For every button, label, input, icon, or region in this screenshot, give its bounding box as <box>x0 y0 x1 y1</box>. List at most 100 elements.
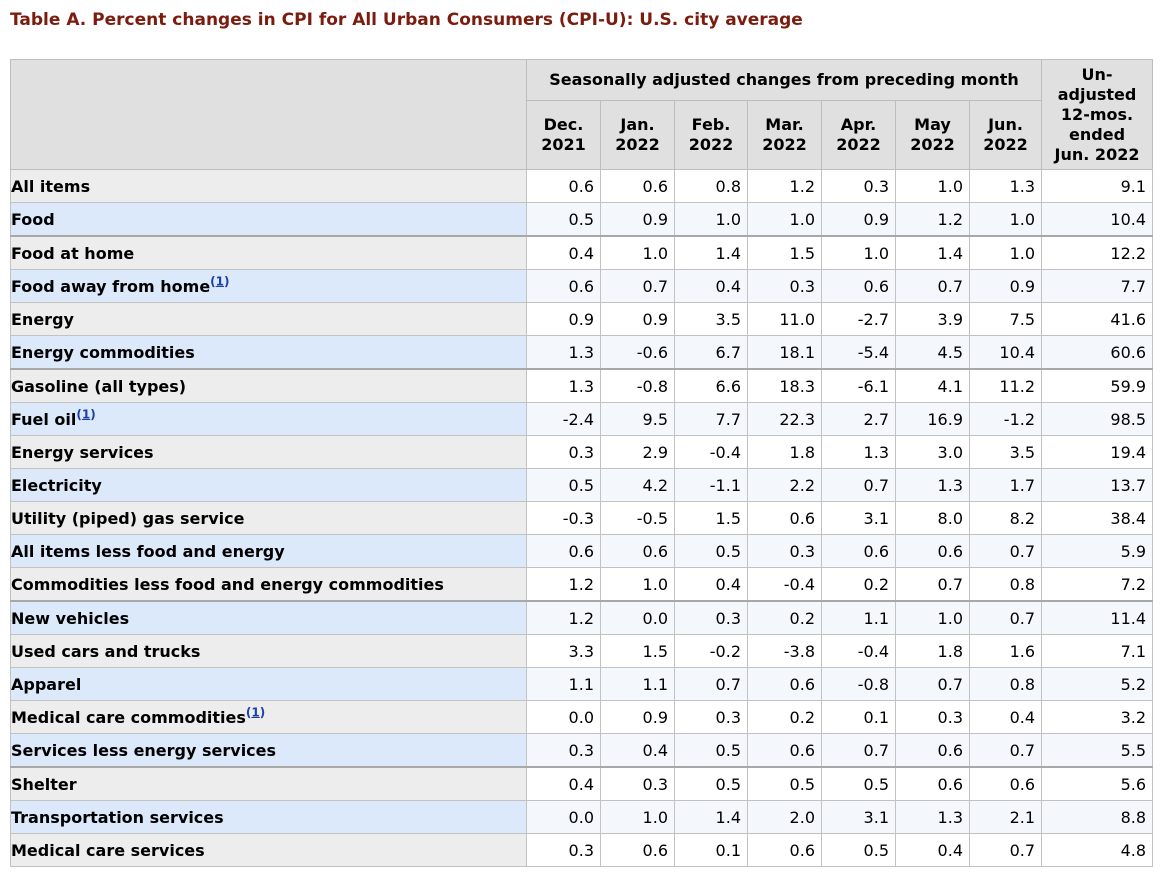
cell-value: 0.6 <box>747 667 822 701</box>
table-row: Gasoline (all types) 1.3 -0.8 6.6 18.3 -6.1 4.… <box>10 368 1154 403</box>
cell-value: 0.5 <box>674 534 748 568</box>
cell-value: 1.5 <box>600 634 675 668</box>
footnote-link[interactable]: (1) <box>76 407 96 422</box>
cell-value: -2.4 <box>526 402 601 436</box>
header-unadjusted: Un- adjusted 12-mos. ended Jun. 2022 <box>1041 59 1154 170</box>
table-title: Table A. Percent changes in CPI for All … <box>10 10 803 30</box>
cell-value: 0.7 <box>968 833 1043 867</box>
footnote-number[interactable]: 1 <box>251 705 260 720</box>
cell-value: 1.0 <box>600 800 675 834</box>
cell-unadjusted-value: 5.6 <box>1041 766 1154 801</box>
row-label: Utility (piped) gas service <box>10 501 527 535</box>
row-label: Energy commodities <box>10 335 527 370</box>
footnote-link[interactable]: (1) <box>210 274 230 289</box>
cell-value: 0.6 <box>747 833 822 867</box>
cell-value: -5.4 <box>821 335 896 370</box>
header-month: Apr. 2022 <box>821 100 896 170</box>
cell-value: 1.2 <box>526 600 601 635</box>
cell-value: 0.1 <box>821 700 896 734</box>
table-row: Used cars and trucks 3.3 1.5 -0.2 -3.8 -0.4 1.… <box>10 634 1154 668</box>
cell-value: 0.7 <box>895 667 970 701</box>
cell-unadjusted-value: 19.4 <box>1041 435 1154 469</box>
header-unadjusted-line: Jun. 2022 <box>1054 144 1140 164</box>
footnote-number[interactable]: 1 <box>215 274 225 289</box>
cell-unadjusted-value: 9.1 <box>1041 169 1154 203</box>
row-label-text: Food away from home <box>11 276 211 296</box>
cell-value: 1.5 <box>747 235 822 270</box>
table-row: Apparel 1.1 1.1 0.7 0.6 -0.8 0.7 0.8 5.2 <box>10 667 1154 701</box>
row-label: Commodities less food and energy commodi… <box>10 567 527 602</box>
cell-value: 0.8 <box>968 667 1043 701</box>
cell-value: 1.3 <box>968 169 1043 203</box>
cell-value: 1.0 <box>600 235 675 270</box>
cell-value: 1.0 <box>895 600 970 635</box>
cell-unadjusted-value: 98.5 <box>1041 402 1154 436</box>
cell-value: 3.1 <box>821 800 896 834</box>
cell-value: -0.4 <box>747 567 822 602</box>
cell-value: 0.6 <box>821 534 896 568</box>
cell-value: 0.6 <box>600 534 675 568</box>
row-label: Transportation services <box>10 800 527 834</box>
cell-value: 0.5 <box>526 202 601 237</box>
cell-unadjusted-value: 11.4 <box>1041 600 1154 635</box>
cell-value: 0.3 <box>747 269 822 303</box>
table-row: New vehicles 1.2 0.0 0.3 0.2 1.1 1.0 0.7 11.4 <box>10 600 1154 635</box>
cell-value: 0.7 <box>821 733 896 768</box>
row-label: All items less food and energy <box>10 534 527 568</box>
row-label: Energy services <box>10 435 527 469</box>
cell-value: 4.5 <box>895 335 970 370</box>
cell-value: 0.3 <box>526 833 601 867</box>
cell-unadjusted-value: 5.9 <box>1041 534 1154 568</box>
cell-value: 1.0 <box>600 567 675 602</box>
cell-value: 1.3 <box>526 368 601 403</box>
cell-value: 0.6 <box>968 766 1043 801</box>
cell-value: 0.5 <box>747 766 822 801</box>
cell-value: 1.3 <box>821 435 896 469</box>
cell-value: 0.5 <box>526 468 601 502</box>
cell-value: 0.2 <box>747 700 822 734</box>
cell-value: 0.3 <box>600 766 675 801</box>
header-month-year: 2022 <box>615 135 660 154</box>
cell-value: 0.0 <box>526 800 601 834</box>
cell-value: 0.1 <box>674 833 748 867</box>
cell-value: -0.8 <box>821 667 896 701</box>
cell-value: 3.3 <box>526 634 601 668</box>
cell-value: 10.4 <box>968 335 1043 370</box>
cell-value: 0.9 <box>600 302 675 336</box>
cell-value: -3.8 <box>747 634 822 668</box>
table-row: Fuel oil(1) -2.4 9.5 7.7 22.3 2.7 16.9 -1.2 98.5 <box>10 402 1154 436</box>
header-unadjusted-line: ended <box>1069 124 1126 144</box>
header-month-name: Jan. <box>620 115 655 134</box>
cell-value: 1.0 <box>895 169 970 203</box>
table-row: Energy services 0.3 2.9 -0.4 1.8 1.3 3.0 3.5 19.… <box>10 435 1154 469</box>
cell-value: 1.1 <box>600 667 675 701</box>
cell-value: -1.2 <box>968 402 1043 436</box>
cell-value: 0.7 <box>968 600 1043 635</box>
cell-value: -0.2 <box>674 634 748 668</box>
cell-unadjusted-value: 5.5 <box>1041 733 1154 768</box>
table-row: Utility (piped) gas service -0.3 -0.5 1.5 0.… <box>10 501 1154 535</box>
row-label-text: Commodities less food and energy commodi… <box>11 574 444 594</box>
cell-value: 6.6 <box>674 368 748 403</box>
cell-value: 0.6 <box>526 269 601 303</box>
row-label: All items <box>10 169 527 203</box>
cell-unadjusted-value: 7.7 <box>1041 269 1154 303</box>
cell-value: 2.1 <box>968 800 1043 834</box>
cell-value: 8.2 <box>968 501 1043 535</box>
footnote-link[interactable]: (1) <box>245 705 266 720</box>
header-month-name: Jun. <box>988 115 1023 134</box>
cell-value: 3.5 <box>674 302 748 336</box>
table-row: Food at home 0.4 1.0 1.4 1.5 1.0 1.4 1.0 12.2 <box>10 235 1154 270</box>
cell-unadjusted-value: 4.8 <box>1041 833 1154 867</box>
footnote-number[interactable]: 1 <box>81 407 91 422</box>
cell-value: 0.5 <box>674 733 748 768</box>
cell-value: 0.0 <box>526 700 601 734</box>
cell-unadjusted-value: 7.2 <box>1041 567 1154 602</box>
cell-value: 7.7 <box>674 402 748 436</box>
cell-value: 0.3 <box>526 435 601 469</box>
row-label-text: Medical care commodities <box>11 707 246 727</box>
cell-value: 16.9 <box>895 402 970 436</box>
cell-value: 1.7 <box>968 468 1043 502</box>
cell-value: 0.7 <box>895 269 970 303</box>
row-label: Apparel <box>10 667 527 701</box>
